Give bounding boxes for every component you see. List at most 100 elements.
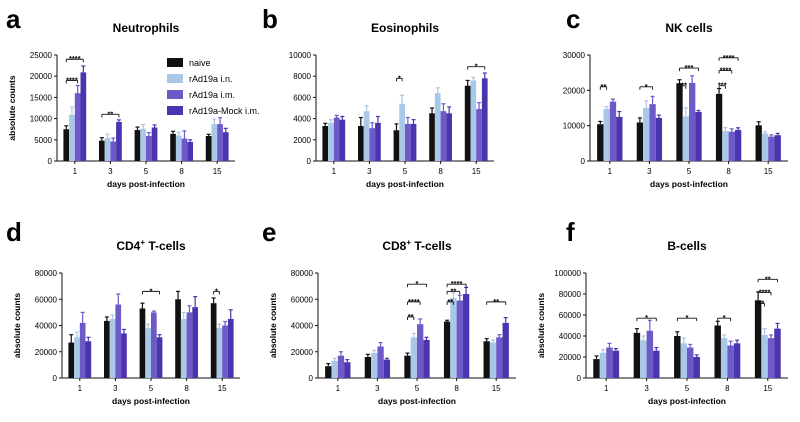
panel-letter: b [262, 4, 278, 34]
legend-label: naive [189, 58, 211, 68]
bar-5-s1 [410, 337, 417, 378]
bar-8-s0 [170, 133, 176, 161]
bar-8-s0 [175, 299, 181, 378]
bar-1-s0 [597, 124, 604, 161]
x-tick-label: 3 [108, 167, 113, 176]
bar-8-s3 [192, 307, 198, 378]
bar-15-s3 [774, 135, 781, 161]
bar-3-s0 [104, 320, 110, 378]
bar-8-s2 [456, 300, 463, 378]
bar-1-s3 [616, 116, 623, 161]
x-tick-label: 3 [113, 384, 118, 393]
significance-label: **** [720, 66, 732, 75]
significance-label: ** [447, 297, 453, 306]
bar-3-s0 [633, 332, 641, 378]
bar-15-s1 [761, 334, 768, 378]
bar-5-s0 [134, 130, 141, 161]
bar-5-s1 [145, 328, 151, 378]
x-tick-label: 5 [687, 167, 692, 176]
y-tick-label: 30000 [563, 51, 586, 60]
x-tick-label: 8 [725, 384, 730, 393]
bar-8-s1 [720, 338, 728, 378]
bar-5-s0 [404, 355, 411, 378]
bar-1-s1 [328, 122, 334, 161]
bar-3-s3 [116, 121, 122, 161]
panel-letter: e [262, 217, 276, 247]
bar-3-s1 [109, 318, 116, 378]
panel-letter: f [566, 217, 575, 247]
significance-label: **** [69, 54, 81, 63]
significance-label: **** [66, 75, 78, 84]
bar-1-s2 [79, 322, 86, 378]
significance-label: ** [758, 298, 764, 307]
x-axis-label: days post-infection [650, 179, 728, 189]
bar-1-s1 [74, 337, 80, 378]
bar-1-s3 [339, 119, 346, 161]
bar-15-s0 [755, 125, 762, 161]
bar-1-s0 [322, 126, 329, 161]
x-axis-label: days post-infection [378, 396, 456, 406]
y-tick-label: 60000 [35, 295, 58, 304]
x-tick-label: 8 [454, 384, 459, 393]
bar-1-s1 [599, 352, 607, 378]
significance-label: * [645, 82, 648, 91]
panel-title: CD8+ T-cells [382, 238, 452, 253]
x-tick-label: 1 [78, 384, 83, 393]
significance-label: ** [493, 297, 499, 306]
bar-3-s2 [369, 128, 376, 161]
y-tick-label: 20000 [35, 348, 58, 357]
bar-3-s1 [363, 111, 370, 161]
bar-5-s0 [674, 336, 681, 378]
bar-15-s0 [205, 135, 212, 161]
x-tick-label: 5 [685, 384, 690, 393]
bar-15-s2 [217, 124, 223, 161]
bar-8-s3 [734, 129, 742, 161]
x-tick-label: 5 [415, 384, 420, 393]
x-tick-label: 5 [149, 384, 154, 393]
panel-a: a Neutrophils 0 5000 10000 15000 20000 25000 abs… [6, 4, 235, 189]
y-tick-label: 0 [48, 157, 53, 166]
bar-15-s3 [222, 132, 229, 161]
title-superscript: + [140, 238, 145, 247]
panel-title: CD4+ T-cells [116, 238, 186, 253]
significance-label: * [398, 73, 401, 82]
bar-3-s0 [99, 140, 105, 161]
bar-1-s0 [593, 359, 600, 378]
x-tick-label: 5 [403, 167, 408, 176]
legend-swatch [167, 58, 183, 67]
significance-label: **** [408, 297, 420, 306]
bar-8-s3 [462, 294, 470, 378]
bar-5-s1 [399, 103, 405, 161]
bar-1-s1 [603, 109, 610, 161]
bar-1-s0 [325, 366, 332, 378]
y-tick-label: 60000 [291, 295, 314, 304]
panel-title: NK cells [665, 21, 713, 35]
legend-swatch [167, 106, 183, 115]
bar-8-s2 [728, 131, 735, 161]
bar-5-s3 [410, 123, 417, 161]
bar-5-s3 [156, 337, 163, 378]
y-tick-label: 100000 [554, 269, 581, 278]
bar-1-s1 [69, 114, 75, 161]
panel-title: Eosinophils [371, 21, 439, 35]
bar-15-s1 [489, 342, 497, 378]
bar-5-s3 [423, 339, 430, 378]
bar-3-s1 [104, 138, 111, 161]
bar-3-s3 [121, 333, 127, 378]
significance-label: *** [718, 81, 727, 90]
y-tick-label: 20000 [30, 72, 53, 81]
bar-5-s0 [139, 308, 146, 378]
title-main: NK cells [665, 21, 713, 35]
bar-3-s3 [383, 359, 391, 378]
y-tick-label: 0 [581, 157, 586, 166]
bar-8-s3 [733, 343, 741, 378]
y-tick-label: 40000 [559, 332, 582, 341]
panel-letter: c [566, 4, 580, 34]
y-tick-label: 20000 [563, 86, 586, 95]
x-axis-label: days post-infection [107, 179, 185, 189]
significance-label: * [150, 286, 153, 295]
x-tick-label: 15 [492, 384, 501, 393]
bar-3-s3 [375, 122, 381, 161]
panel-c: c NK cells 0 10000 20000 30000 1 3 5 8 15 days post… [563, 4, 788, 189]
bar-5-s2 [689, 82, 696, 161]
